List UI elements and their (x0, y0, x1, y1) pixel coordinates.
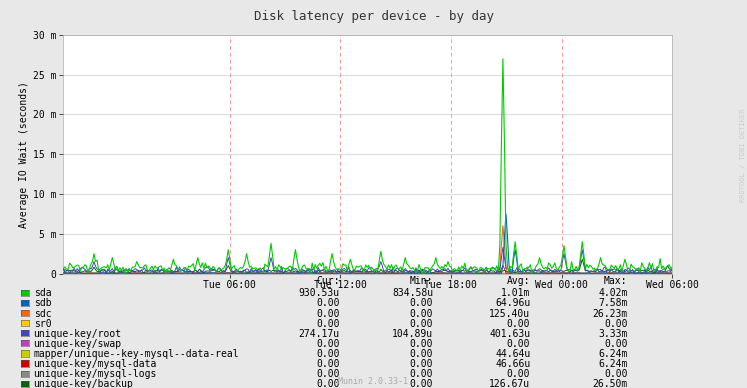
Text: 0.00: 0.00 (317, 308, 340, 319)
Text: sdc: sdc (34, 308, 52, 319)
Text: 0.00: 0.00 (317, 339, 340, 349)
Text: 0.00: 0.00 (317, 298, 340, 308)
Text: sr0: sr0 (34, 319, 52, 329)
Text: 7.58m: 7.58m (598, 298, 627, 308)
Text: 834.58u: 834.58u (392, 288, 433, 298)
Text: 46.66u: 46.66u (495, 359, 530, 369)
Text: 0.00: 0.00 (410, 379, 433, 388)
Text: 126.67u: 126.67u (489, 379, 530, 388)
Text: 0.00: 0.00 (507, 339, 530, 349)
Text: Munin 2.0.33-1: Munin 2.0.33-1 (338, 377, 409, 386)
Text: unique-key/mysql-data: unique-key/mysql-data (34, 359, 157, 369)
Text: RRDTOOL / TOBI OETIKER: RRDTOOL / TOBI OETIKER (740, 109, 746, 202)
Text: Min:: Min: (410, 276, 433, 286)
Text: 0.00: 0.00 (507, 369, 530, 379)
Text: 930.53u: 930.53u (299, 288, 340, 298)
Text: 0.00: 0.00 (410, 298, 433, 308)
Text: 26.23m: 26.23m (592, 308, 627, 319)
Text: sdb: sdb (34, 298, 52, 308)
Text: 0.00: 0.00 (604, 339, 627, 349)
Text: 26.50m: 26.50m (592, 379, 627, 388)
Text: 0.00: 0.00 (317, 319, 340, 329)
Y-axis label: Average IO Wait (seconds): Average IO Wait (seconds) (19, 81, 29, 228)
Text: Cur:: Cur: (317, 276, 340, 286)
Text: 0.00: 0.00 (410, 369, 433, 379)
Text: Max:: Max: (604, 276, 627, 286)
Text: 125.40u: 125.40u (489, 308, 530, 319)
Text: Avg:: Avg: (507, 276, 530, 286)
Text: 104.89u: 104.89u (392, 329, 433, 339)
Text: 0.00: 0.00 (317, 379, 340, 388)
Text: sda: sda (34, 288, 52, 298)
Text: 274.17u: 274.17u (299, 329, 340, 339)
Text: 1.01m: 1.01m (501, 288, 530, 298)
Text: 0.00: 0.00 (410, 339, 433, 349)
Text: mapper/unique--key-mysql--data-real: mapper/unique--key-mysql--data-real (34, 349, 239, 359)
Text: unique-key/mysql-logs: unique-key/mysql-logs (34, 369, 157, 379)
Text: 0.00: 0.00 (410, 319, 433, 329)
Text: Disk latency per device - by day: Disk latency per device - by day (253, 10, 494, 23)
Text: unique-key/swap: unique-key/swap (34, 339, 122, 349)
Text: unique-key/backup: unique-key/backup (34, 379, 134, 388)
Text: 64.96u: 64.96u (495, 298, 530, 308)
Text: 3.33m: 3.33m (598, 329, 627, 339)
Text: 401.63u: 401.63u (489, 329, 530, 339)
Text: 0.00: 0.00 (507, 319, 530, 329)
Text: 0.00: 0.00 (410, 349, 433, 359)
Text: unique-key/root: unique-key/root (34, 329, 122, 339)
Text: 0.00: 0.00 (604, 319, 627, 329)
Text: 0.00: 0.00 (604, 369, 627, 379)
Text: 0.00: 0.00 (410, 359, 433, 369)
Text: 0.00: 0.00 (317, 359, 340, 369)
Text: 0.00: 0.00 (410, 308, 433, 319)
Text: 0.00: 0.00 (317, 349, 340, 359)
Text: 6.24m: 6.24m (598, 349, 627, 359)
Text: 6.24m: 6.24m (598, 359, 627, 369)
Text: 44.64u: 44.64u (495, 349, 530, 359)
Text: 0.00: 0.00 (317, 369, 340, 379)
Text: 4.02m: 4.02m (598, 288, 627, 298)
